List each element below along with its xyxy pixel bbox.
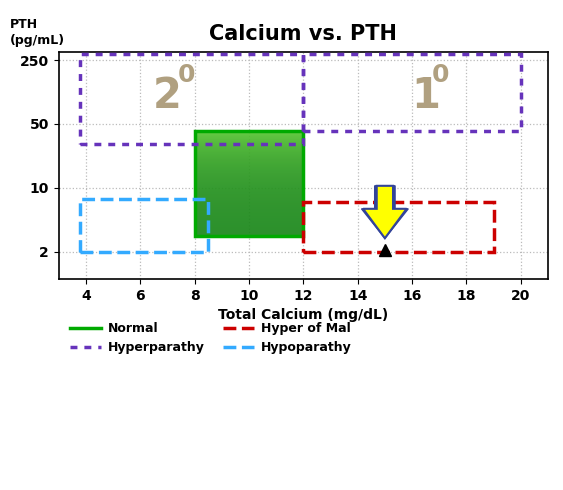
Title: Calcium vs. PTH: Calcium vs. PTH [209,24,397,45]
X-axis label: Total Calcium (mg/dL): Total Calcium (mg/dL) [218,308,388,322]
Text: 0: 0 [178,63,195,87]
Text: 1: 1 [411,75,440,118]
Bar [195,131,303,236]
Text: PTH
(pg/mL): PTH (pg/mL) [10,18,65,47]
Text: 0: 0 [432,63,449,87]
Polygon shape [361,186,408,238]
Bar [81,54,303,144]
Bar [303,54,521,131]
Polygon shape [363,186,406,238]
Bar [303,202,494,251]
Bar [81,199,208,251]
Text: 2: 2 [153,75,182,118]
Legend: Normal, Hyperparathy, Hyper of Mal, Hypoparathy: Normal, Hyperparathy, Hyper of Mal, Hypo… [65,317,356,359]
